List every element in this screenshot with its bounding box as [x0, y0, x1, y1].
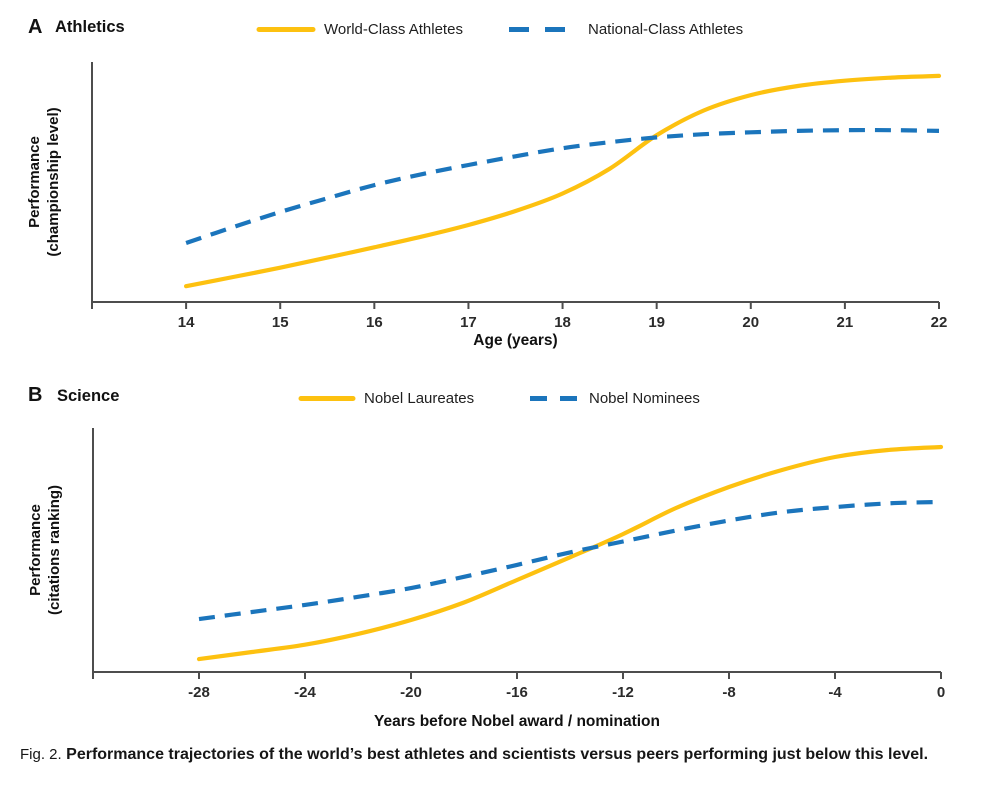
panel-b-title: Science: [57, 387, 120, 405]
x-tick-label: 17: [460, 314, 477, 331]
legend-line-dashed-icon: [509, 27, 567, 32]
caption-text: Performance trajectories of the world’s …: [66, 746, 929, 763]
legend-label-world-class: World-Class Athletes: [324, 21, 463, 38]
x-tick-label: 15: [272, 314, 289, 331]
x-tick-label: -12: [612, 684, 634, 701]
x-tick-label: 16: [366, 314, 383, 331]
panel-a-letter: A: [28, 16, 43, 38]
legend-line-dashed-icon: [530, 396, 577, 401]
x-tick-label: 20: [742, 314, 759, 331]
x-axis-label: Age (years): [473, 332, 557, 349]
y-axis-label-line1: Performance: [27, 504, 44, 596]
x-tick-label: 21: [837, 314, 854, 331]
x-tick-label: 0: [937, 684, 945, 701]
x-tick-label: -24: [294, 684, 316, 701]
legend-line-solid-icon: [298, 396, 356, 401]
x-tick-label: 22: [931, 314, 948, 331]
curve-nobel-laureates: [196, 444, 944, 662]
x-tick-label: 19: [648, 314, 665, 331]
legend-label-national-class: National-Class Athletes: [588, 21, 744, 38]
y-axis-label-line1: Performance: [26, 136, 43, 228]
x-tick-label: -28: [188, 684, 210, 701]
curve-nobel-nominees: [198, 499, 942, 622]
legend-line-solid-icon: [256, 27, 316, 32]
x-tick-label: 18: [554, 314, 571, 331]
x-tick-label: -20: [400, 684, 422, 701]
x-tick-label: -4: [828, 684, 842, 701]
curve-national-class-athletes: [185, 127, 940, 245]
curve-world-class-athletes: [184, 73, 942, 289]
y-axis-label-line2: (championship level): [45, 107, 62, 256]
legend-label-nobel-nominees: Nobel Nominees: [589, 390, 700, 407]
x-tick-label: -8: [722, 684, 735, 701]
x-axis-label: Years before Nobel award / nomination: [374, 713, 660, 730]
figure-caption: Fig. 2. Performance trajectories of the …: [20, 742, 950, 767]
panel-b-letter: B: [28, 384, 43, 406]
caption-prefix: Fig. 2.: [20, 746, 62, 763]
legend-label-nobel-laureates: Nobel Laureates: [364, 390, 475, 407]
x-tick-label: 14: [178, 314, 195, 331]
panel-a-title: Athletics: [55, 18, 125, 36]
y-axis-label-line2: (citations ranking): [46, 485, 63, 615]
x-tick-label: -16: [506, 684, 528, 701]
